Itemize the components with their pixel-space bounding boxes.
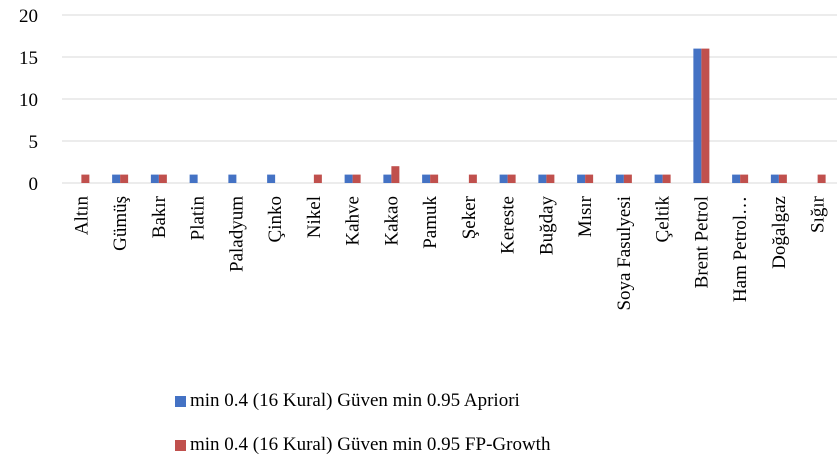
legend-label-apriori: min 0.4 (16 Kural) Güven min 0.95 Aprior…	[190, 390, 520, 411]
y-tick-label: 5	[29, 132, 39, 153]
x-tick-label: Sığır	[808, 195, 829, 233]
legend-swatch-fpgrowth	[175, 439, 186, 451]
x-axis-ticks: Altın Gümüş Bakır Platin Paladyum Çinko Nikel K…	[71, 195, 828, 310]
bar-apriori-5	[267, 174, 276, 183]
x-tick-label: Doğalgaz	[769, 196, 790, 269]
x-tick-label: Kahve	[343, 196, 364, 246]
bar-fpgrowth-8	[391, 166, 400, 183]
y-tick-label: 10	[19, 90, 38, 111]
x-tick-label: Soya Fasulyesi	[614, 196, 635, 311]
bars	[81, 48, 826, 183]
x-tick-label: Platin	[188, 196, 209, 241]
bar-fpgrowth-11	[507, 174, 516, 183]
legend-label-fpgrowth: min 0.4 (16 Kural) Güven min 0.95 FP-Gro…	[190, 434, 551, 455]
bar-fpgrowth-0	[81, 174, 90, 183]
bar-fpgrowth-17	[740, 174, 749, 183]
x-tick-label: Kereste	[498, 196, 519, 254]
bar-apriori-4	[228, 174, 237, 183]
bar-fpgrowth-12	[546, 174, 555, 183]
bar-fpgrowth-16	[701, 48, 710, 183]
bar-apriori-13	[577, 174, 586, 183]
bar-apriori-17	[732, 174, 741, 183]
x-tick-label: Mısır	[575, 195, 596, 237]
bar-apriori-7	[344, 174, 353, 183]
bar-apriori-9	[422, 174, 431, 183]
bar-apriori-3	[189, 174, 198, 183]
x-tick-label: Pamuk	[420, 196, 441, 249]
bar-fpgrowth-13	[585, 174, 594, 183]
bar-fpgrowth-1	[120, 174, 129, 183]
gridlines	[62, 14, 837, 184]
bar-fpgrowth-18	[778, 174, 787, 183]
x-tick-label: Altın	[71, 196, 92, 236]
bar-fpgrowth-2	[158, 174, 167, 183]
bar-apriori-16	[693, 48, 702, 183]
y-tick-label: 0	[29, 174, 39, 195]
bar-apriori-2	[150, 174, 159, 183]
y-axis-ticks: 0 5 10 15 20	[19, 6, 38, 195]
x-tick-label: Gümüş	[110, 196, 131, 251]
bar-fpgrowth-14	[623, 174, 632, 183]
legend-swatch-apriori	[175, 395, 186, 407]
x-tick-label: Paladyum	[226, 196, 247, 272]
x-tick-label: Buğday	[536, 196, 557, 256]
x-tick-label: Brent Petrol	[691, 196, 712, 288]
bar-fpgrowth-10	[468, 174, 477, 183]
bar-fpgrowth-9	[430, 174, 439, 183]
x-tick-label: Çeltik	[653, 196, 674, 243]
x-tick-label: Şeker	[459, 195, 480, 239]
bar-apriori-18	[770, 174, 779, 183]
bar-fpgrowth-19	[817, 174, 826, 183]
legend-item-apriori: min 0.4 (16 Kural) Güven min 0.95 Aprior…	[175, 390, 520, 412]
bar-apriori-15	[654, 174, 663, 183]
bar-fpgrowth-15	[662, 174, 671, 183]
y-tick-label: 20	[19, 6, 38, 27]
x-tick-label: Ham Petrol…	[730, 196, 751, 302]
x-tick-label: Bakır	[149, 195, 170, 238]
bar-apriori-14	[615, 174, 624, 183]
y-tick-label: 15	[19, 48, 38, 69]
bar-apriori-1	[112, 174, 121, 183]
bar-fpgrowth-7	[352, 174, 361, 183]
x-tick-label: Kakao	[381, 196, 402, 246]
x-tick-label: Nikel	[304, 196, 325, 238]
x-tick-label: Çinko	[265, 196, 286, 242]
bar-apriori-8	[383, 174, 392, 183]
bar-apriori-12	[538, 174, 547, 183]
bar-apriori-11	[499, 174, 508, 183]
legend-item-fpgrowth: min 0.4 (16 Kural) Güven min 0.95 FP-Gro…	[175, 434, 550, 456]
bar-fpgrowth-6	[313, 174, 322, 183]
